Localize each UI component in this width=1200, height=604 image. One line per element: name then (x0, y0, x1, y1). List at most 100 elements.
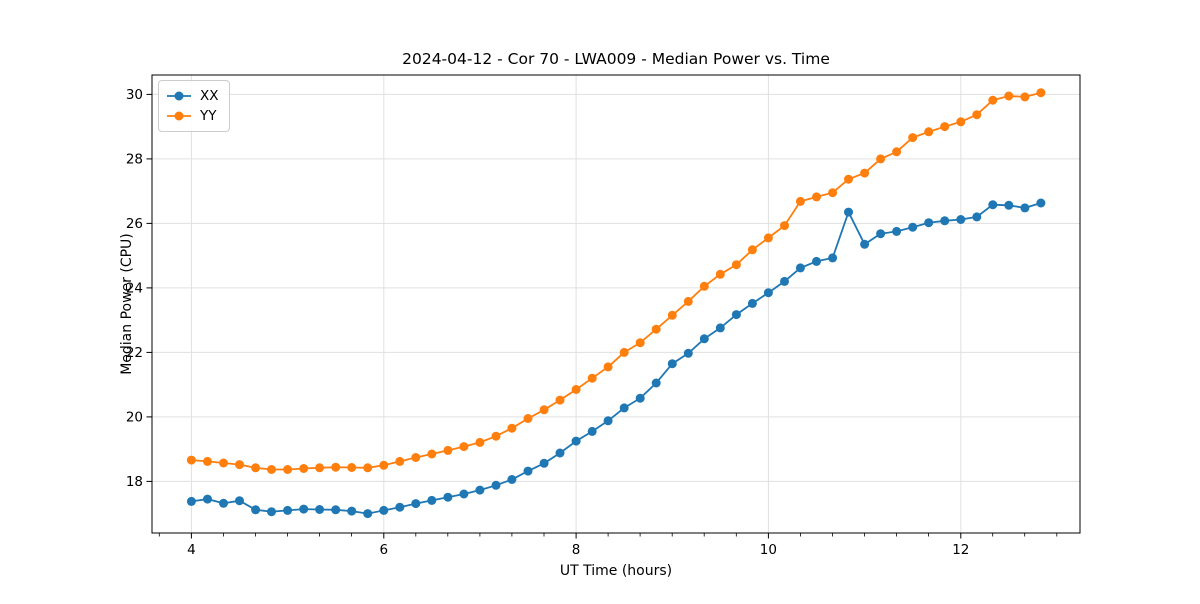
data-point-xx (235, 496, 244, 506)
data-point-yy (315, 463, 325, 473)
y-tick-label: 18 (126, 474, 143, 490)
data-point-xx (186, 496, 196, 506)
data-point-yy (956, 117, 966, 127)
data-point-yy (331, 462, 341, 472)
legend-item-xx: XX (166, 86, 219, 106)
x-tick-label: 4 (187, 542, 196, 558)
data-point-yy (459, 442, 469, 452)
data-point-xx (780, 276, 789, 286)
data-point-xx (331, 505, 341, 515)
data-point-xx (587, 426, 597, 436)
legend-marker-icon (167, 111, 191, 121)
data-point-yy (251, 463, 261, 473)
data-point-yy (747, 245, 757, 255)
data-point-yy (731, 260, 741, 270)
data-point-xx (1036, 198, 1046, 208)
data-point-yy (828, 188, 838, 198)
data-point-yy (555, 395, 565, 405)
data-point-xx (683, 348, 693, 358)
data-point-yy (379, 460, 389, 470)
data-point-yy (988, 95, 998, 105)
data-point-yy (186, 455, 196, 465)
data-point-xx (315, 505, 325, 514)
data-point-yy (475, 437, 485, 447)
data-point-xx (411, 499, 421, 509)
data-point-xx (940, 216, 950, 226)
y-tick-label: 30 (126, 87, 143, 103)
data-point-xx (555, 448, 565, 458)
data-point-xx (844, 207, 853, 217)
data-point-xx (475, 485, 485, 495)
data-point-xx (267, 507, 276, 517)
data-point-yy (892, 147, 902, 157)
data-point-yy (347, 463, 357, 472)
data-point-xx (763, 288, 773, 298)
data-point-xx (427, 495, 437, 505)
data-point-xx (635, 393, 645, 403)
data-point-yy (972, 110, 982, 120)
data-point-yy (940, 122, 950, 132)
series-line-yy (191, 91, 1042, 471)
data-point-yy (860, 168, 870, 178)
data-point-yy (491, 431, 501, 441)
data-point-xx (1004, 200, 1014, 210)
data-point-xx (443, 492, 453, 502)
legend-item-yy: YY (166, 106, 219, 126)
data-point-xx (860, 239, 870, 249)
data-point-yy (619, 347, 629, 357)
legend-marker-icon (167, 91, 191, 101)
data-point-yy (715, 269, 725, 279)
data-point-xx (539, 458, 549, 468)
data-point-yy (363, 463, 373, 473)
data-point-xx (699, 334, 709, 344)
data-point-yy (908, 133, 918, 143)
y-axis-label: Median Power (CPU) (119, 233, 135, 375)
data-point-yy (203, 456, 212, 466)
data-point-yy (411, 453, 421, 462)
data-point-xx (908, 222, 918, 232)
data-point-yy (1004, 91, 1014, 101)
data-point-yy (763, 233, 773, 243)
y-tick-label: 22 (126, 345, 143, 361)
data-point-xx (651, 378, 661, 388)
x-tick-label: 10 (760, 542, 777, 558)
y-tick-label: 20 (126, 409, 143, 425)
data-point-xx (299, 504, 309, 514)
y-tick-label: 28 (126, 151, 143, 167)
data-point-yy (523, 414, 533, 423)
data-point-xx (379, 505, 389, 515)
x-tick-label: 8 (572, 542, 581, 558)
data-point-yy (651, 324, 661, 334)
data-point-xx (571, 436, 581, 446)
data-point-yy (283, 465, 293, 474)
data-point-yy (924, 127, 934, 137)
data-point-yy (1020, 92, 1030, 102)
data-point-xx (956, 215, 966, 224)
data-point-xx (251, 505, 261, 515)
y-tick-label: 24 (126, 280, 143, 296)
data-point-yy (587, 373, 597, 383)
data-point-xx (347, 506, 357, 516)
data-point-yy (876, 154, 886, 164)
legend-label: XX (200, 88, 219, 104)
data-point-yy (812, 192, 821, 202)
data-point-xx (283, 505, 293, 515)
data-point-yy (235, 460, 244, 470)
data-point-yy (699, 281, 709, 291)
data-point-xx (747, 298, 757, 308)
data-point-xx (619, 403, 629, 413)
x-tick-label: 12 (952, 542, 969, 558)
data-point-yy (219, 458, 228, 468)
data-point-xx (828, 253, 838, 263)
chart-title: 2024-04-12 - Cor 70 - LWA009 - Median Po… (402, 50, 830, 68)
data-point-yy (443, 445, 453, 455)
data-point-xx (363, 509, 373, 519)
data-point-yy (780, 221, 789, 231)
data-point-xx (812, 256, 821, 266)
data-point-yy (1036, 88, 1046, 98)
data-point-xx (731, 310, 741, 320)
data-point-yy (299, 464, 309, 473)
data-point-yy (844, 174, 853, 184)
